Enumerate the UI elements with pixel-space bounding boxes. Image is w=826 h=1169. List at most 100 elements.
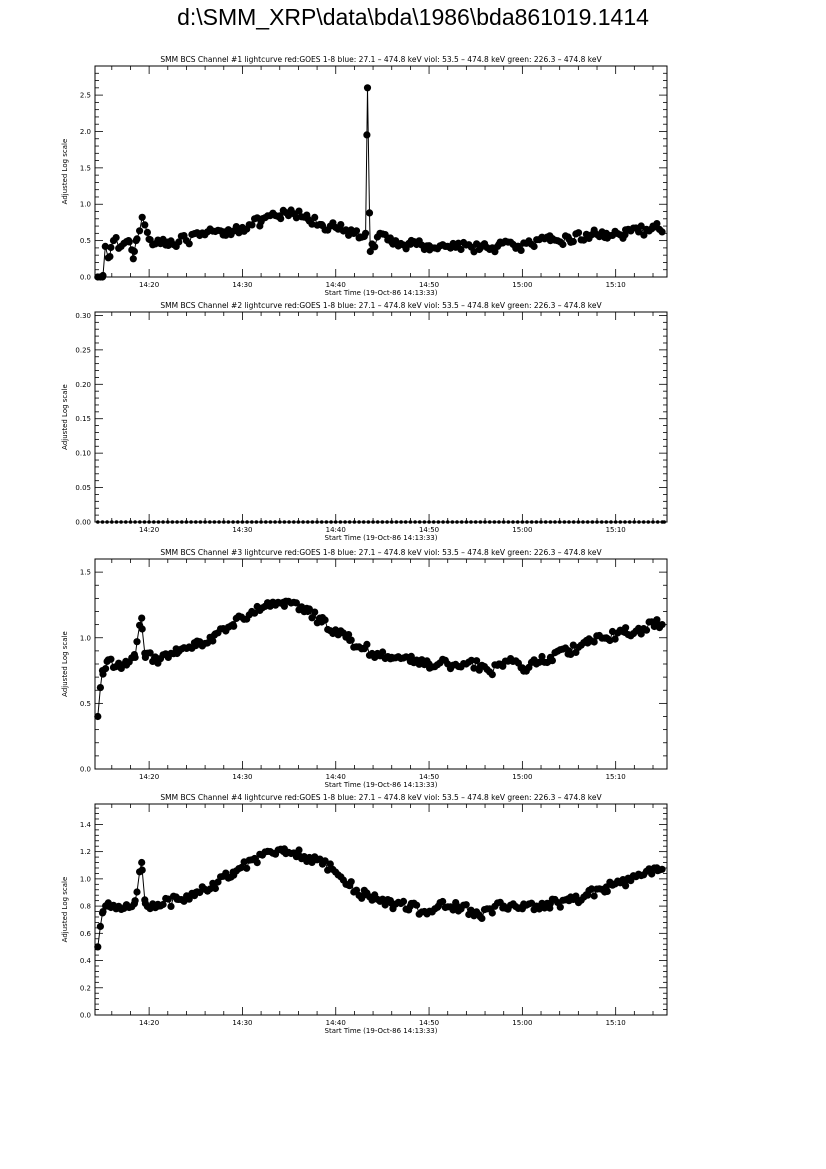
data-point [445, 520, 450, 524]
data-point [136, 227, 144, 235]
data-point [243, 864, 251, 872]
y-tick-label: 0.20 [75, 381, 91, 389]
data-point [119, 520, 123, 524]
data-point [310, 520, 315, 524]
data-point [439, 897, 447, 906]
data-point [637, 520, 641, 524]
data-point [99, 908, 107, 916]
x-tick-label: 15:00 [512, 773, 532, 781]
data-point [185, 895, 193, 903]
data-point [653, 220, 661, 228]
data-point [646, 520, 651, 524]
data-point [407, 652, 415, 661]
data-series-3 [94, 597, 666, 721]
data-point [159, 900, 167, 909]
x-tick-label: 14:30 [232, 281, 252, 289]
data-point [632, 520, 637, 524]
chart-title: SMM BCS Channel #4 lightcurve red:GOES 1… [160, 793, 602, 802]
data-point [329, 520, 333, 524]
data-point [371, 243, 379, 251]
data-point [324, 520, 329, 524]
data-point [264, 520, 268, 524]
data-point [138, 858, 146, 867]
data-point [333, 520, 338, 524]
plot-frame [94, 311, 668, 523]
data-point [658, 621, 666, 629]
data-point [107, 655, 115, 663]
data-point [347, 878, 355, 886]
y-tick-label: 0.6 [80, 930, 92, 938]
data-point [467, 656, 475, 664]
data-point [635, 228, 643, 236]
data-point [133, 520, 137, 524]
data-point [166, 520, 170, 524]
data-point [361, 520, 366, 524]
data-point [138, 625, 146, 633]
data-point [623, 520, 627, 524]
data-point [357, 520, 361, 524]
data-point [535, 658, 543, 666]
data-point [467, 906, 475, 914]
data-point [321, 616, 329, 624]
data-point [131, 653, 139, 662]
data-point [363, 640, 371, 649]
data-point [394, 520, 399, 524]
y-tick-label: 0.8 [80, 903, 91, 911]
x-tick-label: 15:00 [512, 1019, 532, 1027]
data-point [112, 234, 120, 242]
data-point [553, 520, 557, 524]
data-series-4 [94, 845, 666, 951]
data-point [343, 520, 347, 524]
data-point [450, 520, 455, 524]
data-point [413, 901, 421, 909]
data-point [473, 520, 478, 524]
data-point [311, 608, 319, 616]
data-point [379, 648, 387, 656]
data-point [156, 520, 161, 524]
data-point [366, 247, 374, 256]
data-point [366, 520, 371, 524]
data-point [408, 520, 413, 524]
data-point [175, 238, 183, 246]
data-point [198, 520, 203, 524]
data-point [635, 624, 643, 633]
data-point [422, 520, 427, 524]
data-point [222, 520, 226, 524]
data-point [548, 657, 557, 665]
data-point [648, 870, 656, 878]
data-point [487, 520, 492, 524]
x-tick-label: 14:50 [419, 281, 439, 289]
data-point [417, 520, 422, 524]
plot-frame [94, 803, 668, 1016]
plot-frame [94, 558, 668, 770]
x-tick-label: 15:10 [606, 1019, 626, 1027]
page-title: d:\SMM_XRP\data\bda\1986\bda861019.1414 [177, 4, 649, 30]
data-point [248, 221, 256, 229]
data-point [308, 614, 316, 622]
y-axis-label: Adjusted Log scale [61, 631, 69, 697]
data-point [319, 520, 324, 524]
data-point [212, 520, 217, 524]
data-point [282, 520, 287, 524]
x-tick-label: 15:10 [606, 773, 626, 781]
x-tick-label: 14:50 [419, 526, 439, 534]
data-point [253, 859, 261, 867]
data-point [627, 520, 632, 524]
data-point [389, 520, 394, 524]
data-point [557, 520, 562, 524]
data-point [326, 860, 334, 868]
data-point [245, 520, 249, 524]
data-point [548, 520, 553, 524]
data-point [236, 520, 240, 524]
data-point [622, 882, 630, 890]
y-tick-label: 1.0 [80, 634, 91, 642]
data-point [138, 213, 146, 221]
y-tick-label: 0.15 [75, 415, 91, 423]
data-point [231, 520, 235, 524]
data-point [292, 599, 300, 607]
y-tick-label: 0.5 [80, 237, 91, 245]
data-series-1 [94, 84, 666, 281]
data-point [469, 520, 473, 524]
data-point [403, 520, 408, 524]
